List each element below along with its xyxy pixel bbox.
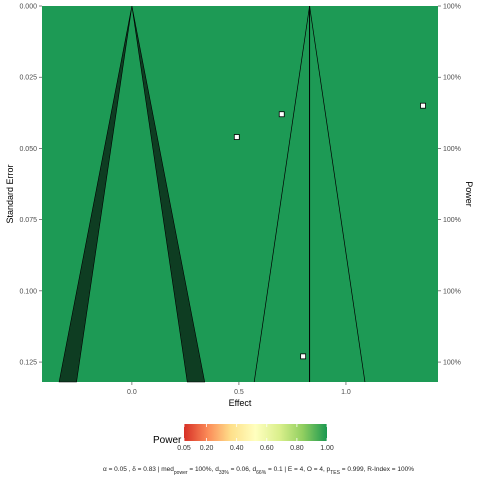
footnote-d66-sub: 66% xyxy=(256,470,267,476)
y-tick-label: 0.125 xyxy=(19,360,37,367)
x-axis-title: Effect xyxy=(229,398,252,408)
footnote-sep2: | xyxy=(156,466,161,473)
legend-tick-label: 0.05 xyxy=(177,445,191,452)
data-point-3 xyxy=(420,102,426,109)
footnote-d33: d xyxy=(215,466,219,473)
footnote-delta: δ = 0.83 xyxy=(132,466,156,473)
footnote-ptes-sub: TES xyxy=(330,470,340,476)
legend-colorbar xyxy=(184,424,327,441)
legend-title: Power xyxy=(153,435,182,446)
y2-axis-title: Power xyxy=(464,181,474,207)
footnote-d66-val: = 0.1 | E = 4, O = 4, p xyxy=(266,466,330,473)
power-legend: Power 0.05 0.20 0.40 0.60 0.80 1.00 xyxy=(153,424,334,452)
legend-tick-label: 0.80 xyxy=(290,445,304,452)
plot-background xyxy=(42,6,438,382)
legend-ticks: 0.05 0.20 0.40 0.60 0.80 1.00 xyxy=(177,424,334,452)
legend-tick-label: 0.20 xyxy=(200,445,214,452)
y-axis-right: 100% 100% 100% 100% 100% 100% xyxy=(438,4,461,367)
legend-tick-label: 0.60 xyxy=(260,445,274,452)
significance-regions xyxy=(58,5,206,383)
footnote: α = 0.05 , δ = 0.83 | medpower = 100%, d… xyxy=(103,466,414,476)
data-point-1 xyxy=(233,134,240,140)
y-tick-label: 0.075 xyxy=(19,217,37,224)
y2-tick-label: 100% xyxy=(443,360,461,367)
y-tick-label: 0.100 xyxy=(19,288,37,295)
data-point-4 xyxy=(300,353,307,360)
y2-tick-label: 100% xyxy=(443,288,461,295)
y2-tick-label: 100% xyxy=(443,75,461,82)
x-tick-label: 0.5 xyxy=(234,389,244,396)
footnote-medpower-val: = 100%, xyxy=(188,466,214,473)
funnel-line-left xyxy=(253,5,310,383)
footnote-d66: d xyxy=(253,466,257,473)
y2-tick-label: 100% xyxy=(443,217,461,224)
footnote-ptes-val: = 0.999, R-Index = 100% xyxy=(340,466,414,473)
x-axis: 0.0 0.5 1.0 xyxy=(127,382,351,396)
y-tick-label: 0.025 xyxy=(19,75,37,82)
y-axis-left: 0.000 0.025 0.050 0.075 0.100 0.125 xyxy=(19,4,42,367)
funnel-lines xyxy=(253,5,366,383)
y-axis-title: Standard Error xyxy=(5,164,15,223)
y2-tick-label: 100% xyxy=(443,4,461,11)
footnote-medpower-sub: power xyxy=(174,470,188,476)
significance-region-left xyxy=(58,5,133,383)
footnote-medpower: med xyxy=(161,466,174,473)
y-tick-label: 0.050 xyxy=(19,146,37,153)
y2-tick-label: 100% xyxy=(443,146,461,153)
x-tick-label: 1.0 xyxy=(341,389,351,396)
footnote-sep1: , xyxy=(127,466,132,473)
significance-region-right xyxy=(131,5,206,383)
data-point-2 xyxy=(278,111,285,118)
footnote-alpha: α = 0.05 xyxy=(103,466,127,473)
legend-tick-label: 0.40 xyxy=(230,445,244,452)
funnel-line-right xyxy=(309,5,366,383)
x-tick-label: 0.0 xyxy=(127,389,137,396)
data-points xyxy=(233,102,426,360)
legend-tick-label: 1.00 xyxy=(320,445,334,452)
y-tick-label: 0.000 xyxy=(19,4,37,11)
footnote-d33-sub: 33% xyxy=(219,470,230,476)
footnote-d33-val: = 0.06, xyxy=(229,466,251,473)
